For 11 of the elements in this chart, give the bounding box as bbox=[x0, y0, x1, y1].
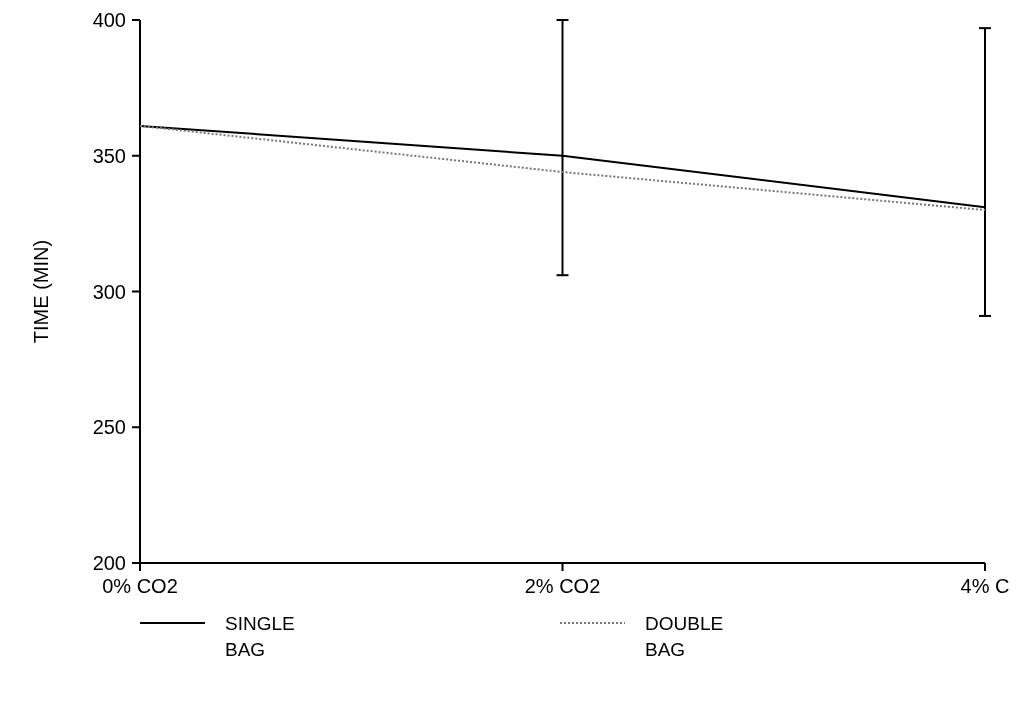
y-tick-label: 300 bbox=[92, 280, 126, 303]
x-tick-label: 4% C bbox=[960, 575, 1010, 597]
y-tick-label: 400 bbox=[92, 9, 126, 31]
x-tick-label: 2% CO2 bbox=[524, 575, 601, 597]
y-tick-label: 350 bbox=[92, 144, 126, 167]
y-axis-title: TIME (MIN) bbox=[30, 239, 52, 344]
x-tick-label: 0% CO2 bbox=[102, 575, 178, 597]
y-tick-label: 250 bbox=[92, 416, 126, 439]
legend-label: SINGLE BAG bbox=[225, 612, 295, 661]
y-tick-label: 200 bbox=[92, 552, 126, 574]
legend-label: DOUBLE BAG bbox=[645, 612, 724, 661]
